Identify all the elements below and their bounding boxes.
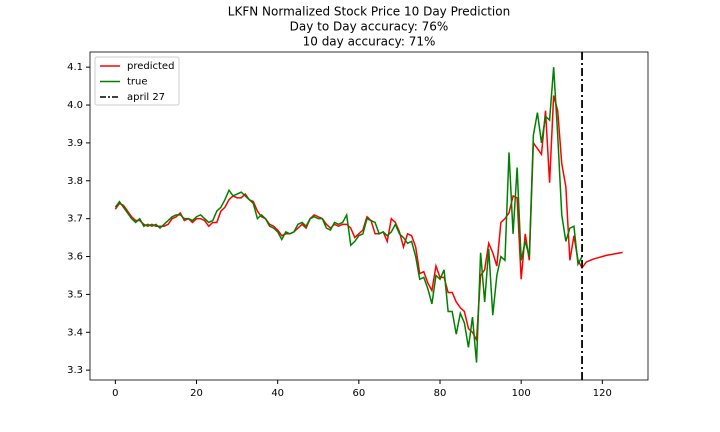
y-tick-label: 4.0	[67, 100, 83, 111]
x-tick-label: 20	[190, 388, 203, 399]
x-tick-label: 60	[352, 388, 365, 399]
y-tick-label: 4.1	[67, 62, 83, 73]
x-tick-label: 40	[271, 388, 284, 399]
y-tick-label: 3.7	[67, 214, 83, 225]
y-tick-label: 3.9	[67, 138, 83, 149]
legend-box	[94, 56, 180, 106]
series-line	[114, 95, 623, 343]
x-tick-label: 100	[512, 388, 531, 399]
y-tick-label: 3.4	[67, 327, 83, 338]
plot-frame	[89, 51, 649, 381]
y-tick-label: 3.6	[67, 252, 83, 263]
chart-title: 10 day accuracy: 71%	[303, 35, 436, 49]
y-tick-label: 3.8	[67, 176, 83, 187]
y-tick-label: 3.3	[67, 365, 83, 376]
y-tick-label: 3.5	[67, 289, 83, 300]
legend-label: predicted	[127, 61, 174, 72]
x-tick-label: 0	[112, 388, 118, 399]
legend-label: true	[127, 77, 148, 88]
chart-title: LKFN Normalized Stock Price 10 Day Predi…	[228, 5, 510, 19]
series-line	[114, 67, 583, 363]
x-tick-label: 80	[434, 388, 447, 399]
legend-label: april 27	[127, 92, 165, 103]
chart-title: Day to Day accuracy: 76%	[290, 20, 449, 34]
x-tick-label: 120	[593, 388, 612, 399]
